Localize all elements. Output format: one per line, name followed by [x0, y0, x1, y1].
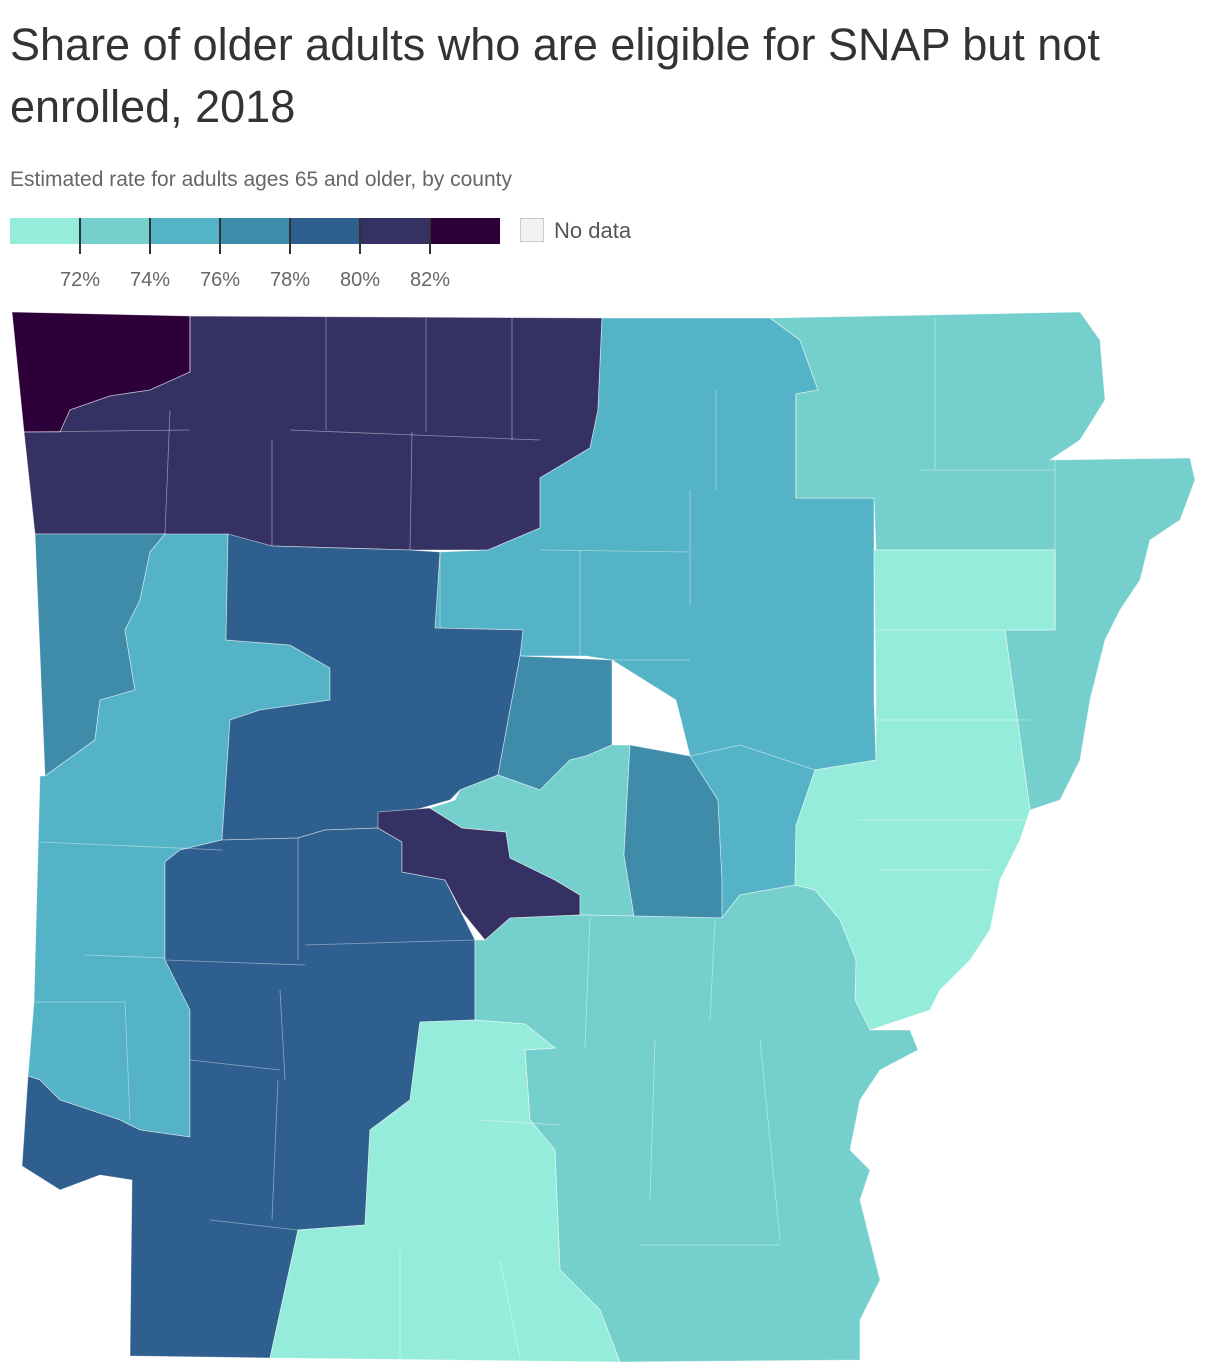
legend-tick-label: 80%: [339, 269, 381, 291]
county-boundary: [209, 1219, 299, 1231]
county-boundary: [584, 917, 591, 1049]
legend-swatch-5: [290, 218, 360, 244]
legend-tick: [429, 218, 431, 254]
county-boundary: [164, 959, 306, 966]
legend-tick-label: 76%: [199, 269, 241, 291]
county-region-light-teal-ne: [768, 311, 1196, 811]
legend-tick-label: 78%: [269, 269, 311, 291]
legend-swatch-6: [360, 218, 430, 244]
legend-swatch-7: [430, 218, 500, 244]
county-boundary: [649, 1039, 656, 1201]
legend-tick-label: 74%: [129, 269, 171, 291]
no-data-swatch: [520, 218, 544, 242]
county-boundary: [189, 1059, 281, 1071]
county-region-lightest-south: [269, 1019, 621, 1363]
county-boundary: [164, 409, 171, 535]
legend-tick: [359, 218, 361, 254]
legend-tick: [219, 218, 221, 254]
legend-tick-label: 72%: [59, 269, 101, 291]
county-boundary: [499, 1259, 521, 1359]
legend-swatch-4: [220, 218, 290, 244]
legend-tick: [149, 218, 151, 254]
county-boundary: [84, 954, 166, 959]
county-boundary: [479, 1119, 561, 1126]
county-boundary: [709, 919, 716, 1021]
county-boundary: [759, 1039, 781, 1241]
legend-swatch-2: [80, 218, 150, 244]
county-boundary: [39, 841, 223, 851]
page-title: Share of older adults who are eligible f…: [10, 19, 1100, 132]
legend-swatch-3: [150, 218, 220, 244]
county-boundary: [271, 1079, 279, 1221]
county-boundary: [539, 549, 691, 553]
county-boundary: [124, 1001, 131, 1121]
no-data-label: No data: [554, 218, 632, 243]
county-boundary: [23, 429, 191, 433]
county-boundary: [304, 939, 476, 946]
legend-tick-label: 82%: [409, 269, 451, 291]
county-boundary: [289, 429, 541, 441]
legend-tick: [79, 218, 81, 254]
county-boundary: [279, 989, 286, 1081]
color-legend: 72% 74% 76% 78% 80% 82% No data: [10, 214, 710, 294]
subtitle: Estimated rate for adults ages 65 and ol…: [10, 168, 512, 191]
legend-tick: [289, 218, 291, 254]
legend-swatch-1: [10, 218, 80, 244]
arkansas-county-map: [11, 311, 1196, 1363]
county-boundary: [409, 431, 413, 551]
county-region-lightest-east: [794, 549, 1056, 1031]
